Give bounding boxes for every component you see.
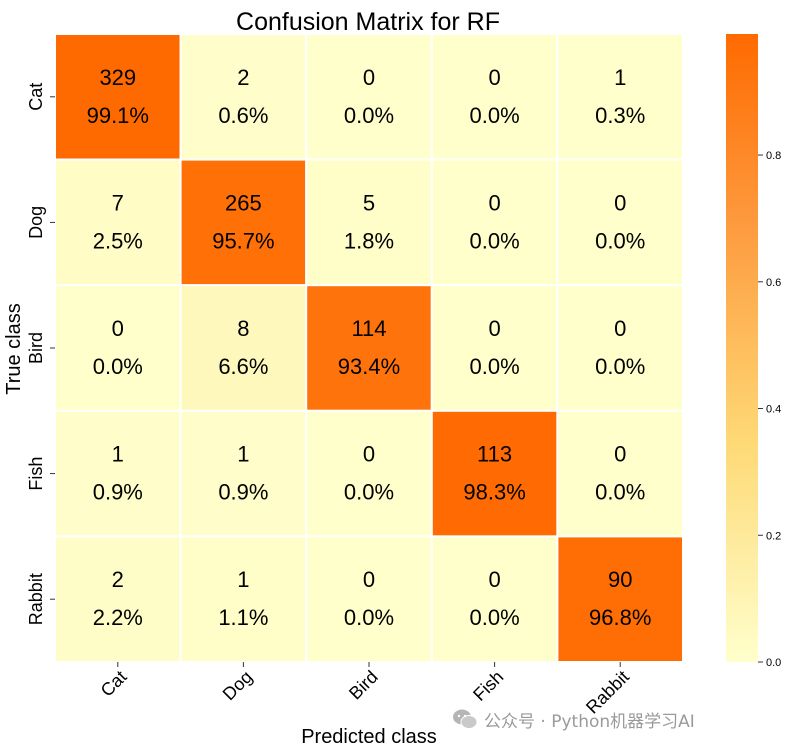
y-tick-label: Cat (26, 83, 46, 111)
cell-count-label: 2 (112, 567, 124, 592)
colorbar (726, 34, 758, 662)
heatmap-cell (179, 535, 308, 664)
cell-count-label: 1 (112, 442, 124, 467)
cell-percent-label: 0.0% (595, 354, 645, 379)
x-tick-label: Dog (219, 667, 256, 704)
cell-count-label: 0 (363, 442, 375, 467)
y-tick-label: Fish (26, 457, 46, 491)
heatmap-cell (430, 33, 559, 161)
cell-count-label: 0 (614, 316, 626, 341)
cell-count-label: 7 (112, 190, 124, 215)
watermark: 公众号 · Python机器学习AI (452, 706, 695, 732)
cell-percent-label: 0.9% (93, 480, 143, 505)
heatmap-cell (179, 409, 308, 538)
cell-percent-label: 95.7% (212, 228, 274, 253)
cell-count-label: 113 (477, 442, 512, 467)
heatmap-cell (54, 409, 182, 538)
heatmap-cell (305, 284, 433, 412)
cell-percent-label: 0.6% (218, 103, 268, 128)
cell-percent-label: 96.8% (589, 605, 651, 630)
heatmap-cell (305, 535, 433, 664)
cell-percent-label: 0.3% (595, 103, 645, 128)
x-tick-label: Cat (97, 667, 131, 701)
x-tick-label: Bird (345, 667, 382, 704)
cell-count-label: 1 (237, 567, 249, 592)
heatmap-cell (305, 158, 433, 287)
cell-percent-label: 0.0% (344, 103, 394, 128)
cell-count-label: 0 (112, 316, 124, 341)
cell-percent-label: 0.0% (93, 354, 143, 379)
cell-count-label: 0 (614, 442, 626, 467)
colorbar-tick-label: 0.2 (766, 530, 781, 542)
cell-count-label: 2 (237, 65, 249, 90)
cell-count-label: 8 (237, 316, 249, 341)
heatmap-cell (179, 158, 308, 287)
x-tick-label: Fish (469, 667, 507, 705)
cell-percent-label: 1.1% (218, 605, 268, 630)
watermark-text: 公众号 · Python机器学习AI (484, 711, 695, 732)
heatmap-cell (305, 33, 433, 161)
cell-percent-label: 0.0% (470, 605, 520, 630)
cell-percent-label: 0.0% (470, 103, 520, 128)
heatmap-cell (305, 409, 433, 538)
cell-count-label: 0 (614, 190, 626, 215)
heatmap-cell (54, 535, 182, 664)
wechat-icon (453, 709, 478, 729)
colorbar-tick-label: 0.4 (766, 404, 781, 416)
cell-count-label: 0 (363, 65, 375, 90)
heatmap-cell (430, 535, 559, 664)
cell-percent-label: 6.6% (218, 354, 268, 379)
cell-percent-label: 93.4% (338, 354, 400, 379)
heatmap-cell (556, 33, 685, 161)
cell-percent-label: 0.0% (470, 228, 520, 253)
cell-percent-label: 0.9% (218, 480, 268, 505)
cell-count-label: 1 (614, 65, 626, 90)
heatmap-cell (430, 409, 559, 538)
cell-count-label: 0 (488, 65, 500, 90)
y-axis-label: True class (3, 303, 25, 395)
heatmap-cell (430, 284, 559, 412)
y-tick-label: Bird (26, 332, 46, 364)
cell-count-label: 265 (225, 190, 262, 215)
heatmap-cell (179, 33, 308, 161)
heatmap-cell (430, 158, 559, 287)
colorbar-tick-label: 0.0 (766, 657, 781, 669)
cell-count-label: 5 (363, 190, 375, 215)
heatmap-cell (556, 535, 685, 664)
heatmap-cell (556, 409, 685, 538)
cell-count-label: 114 (351, 316, 386, 341)
cell-percent-label: 1.8% (344, 228, 394, 253)
chart-title: Confusion Matrix for RF (236, 8, 500, 36)
y-tick-label: Dog (26, 206, 46, 239)
colorbar-tick-label: 0.8 (766, 150, 781, 162)
heatmap-cell (556, 284, 685, 412)
colorbar-tick-label: 0.6 (766, 277, 781, 289)
cell-percent-label: 99.1% (87, 103, 149, 128)
heatmap-cell (179, 284, 308, 412)
cell-percent-label: 2.5% (93, 228, 143, 253)
cell-percent-label: 0.0% (470, 354, 520, 379)
cell-percent-label: 0.0% (595, 480, 645, 505)
cell-percent-label: 0.0% (344, 605, 394, 630)
cell-count-label: 0 (488, 316, 500, 341)
cell-count-label: 90 (608, 567, 632, 592)
heatmap-cell (54, 33, 182, 161)
cell-count-label: 0 (488, 567, 500, 592)
y-tick-label: Rabbit (26, 573, 46, 625)
cell-percent-label: 0.0% (344, 480, 394, 505)
cell-count-label: 1 (237, 442, 249, 467)
x-axis-label: Predicted class (301, 726, 437, 748)
cell-percent-label: 2.2% (93, 605, 143, 630)
cell-count-label: 0 (363, 567, 375, 592)
heatmap-cell (54, 284, 182, 412)
cell-percent-label: 0.0% (595, 228, 645, 253)
cell-count-label: 0 (488, 190, 500, 215)
heatmap-cell (556, 158, 685, 287)
heatmap-cell (54, 158, 182, 287)
cell-percent-label: 98.3% (463, 480, 525, 505)
cell-count-label: 329 (99, 65, 136, 90)
